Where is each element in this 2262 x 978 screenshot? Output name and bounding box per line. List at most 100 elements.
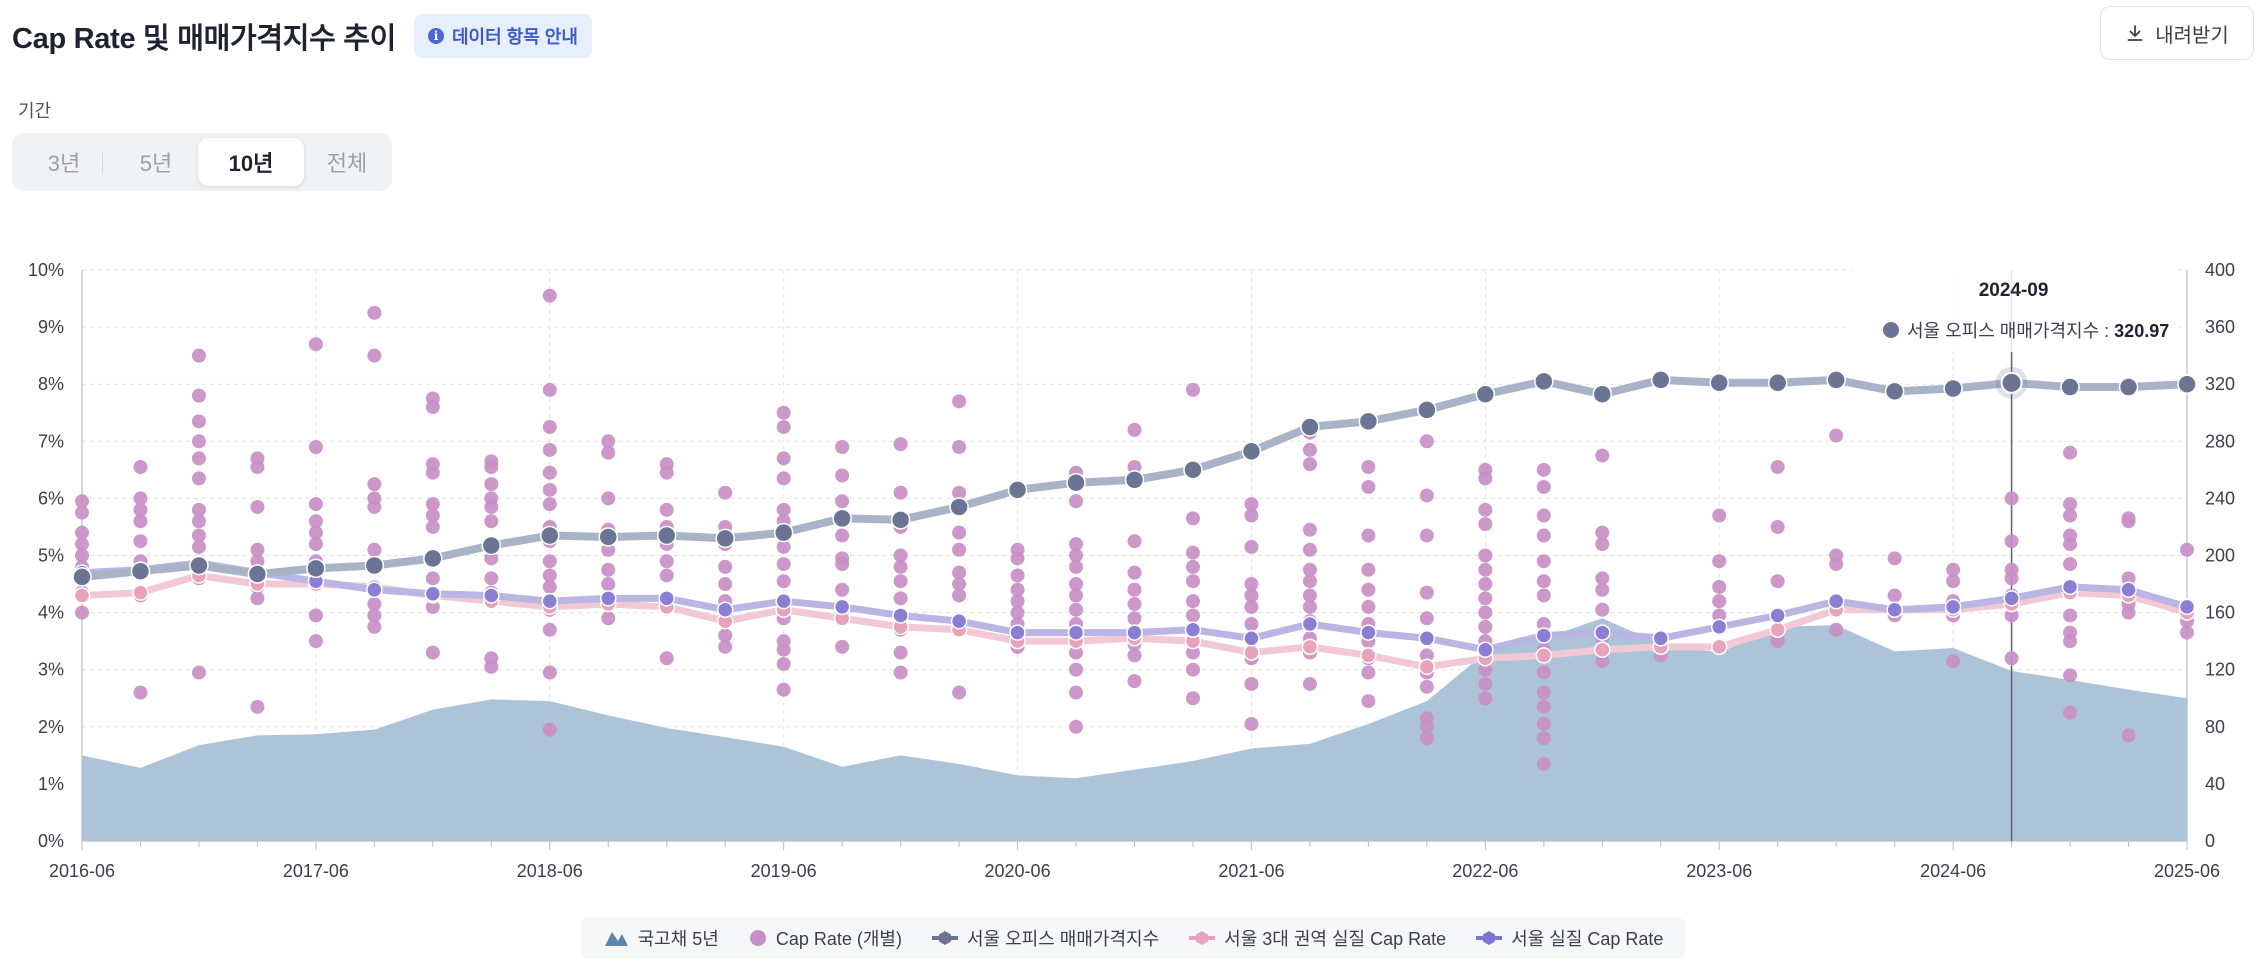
seoul-office-price-index-point <box>2118 377 2139 397</box>
chart-legend: 국고채 5년 Cap Rate (개별) 서울 오피스 매매가격지수 서울 3대… <box>581 917 1685 959</box>
seoul-office-price-index-point <box>1066 472 1086 493</box>
legend-item-big3[interactable]: 서울 3대 권역 실질 Cap Rate <box>1189 925 1446 951</box>
x-tick-label: 2023-06 <box>1686 861 1752 881</box>
cap-rate-point <box>893 548 908 563</box>
seoul-big3-cap-rate-point <box>132 584 149 601</box>
x-tick-label: 2020-06 <box>985 861 1051 881</box>
cap-rate-point <box>484 659 499 674</box>
seoul-cap-rate-point <box>1652 630 1669 647</box>
seoul-cap-rate-point <box>1827 592 1845 610</box>
period-selector: 3년 5년 10년 전체 <box>12 133 392 191</box>
cap-rate-point <box>1946 654 1961 669</box>
cap-rate-point <box>75 494 89 509</box>
cap-rate-point <box>191 665 206 680</box>
cap-rate-point <box>1069 719 1084 734</box>
y-right-tick-label: 40 <box>2205 774 2225 794</box>
cap-rate-point <box>1127 565 1142 580</box>
seoul-big3-cap-rate-point <box>1360 647 1377 664</box>
cap-rate-point <box>1069 494 1084 509</box>
period-option-all[interactable]: 전체 <box>326 151 368 176</box>
cap-rate-point <box>1185 559 1200 574</box>
cap-rate-point <box>893 485 908 500</box>
seoul-office-price-index-point <box>364 555 385 576</box>
cap-rate-point <box>1185 594 1200 609</box>
cap-rate-point <box>425 508 440 523</box>
cap-rate-point <box>1595 537 1610 552</box>
data-info-label: 데이터 항목 안내 <box>452 27 578 47</box>
cap-rate-point <box>718 485 733 500</box>
cap-rate-point <box>308 497 323 512</box>
cap-rate-point <box>1185 662 1200 677</box>
period-option-3y[interactable]: 3년 <box>47 151 81 176</box>
seoul-office-price-index-point <box>1358 411 1379 432</box>
info-icon: i <box>428 28 444 44</box>
seoul-office-price-index-point <box>2177 374 2197 394</box>
cap-rate-point <box>2121 605 2136 620</box>
cap-rate-point <box>2121 728 2136 743</box>
download-button[interactable]: 내려받기 <box>2100 6 2254 60</box>
cap-rate-point <box>367 608 382 623</box>
cap-rate-point <box>776 451 791 466</box>
cap-rate-point <box>1419 434 1434 449</box>
legend-label: 국고채 5년 <box>637 929 719 949</box>
seoul-cap-rate-point <box>424 585 442 603</box>
period-option-5y[interactable]: 5년 <box>139 151 173 176</box>
cap-rate-point <box>659 554 674 569</box>
legend-item-index[interactable]: 서울 오피스 매매가격지수 <box>931 925 1159 951</box>
data-info-button[interactable]: i 데이터 항목 안내 <box>414 14 592 58</box>
cap-rate-point <box>776 656 791 671</box>
seoul-cap-rate-point <box>1944 598 1962 616</box>
legend-item-seoul[interactable]: 서울 실질 Cap Rate <box>1476 925 1663 951</box>
cap-rate-point <box>133 514 148 529</box>
triangle-icon <box>604 932 628 946</box>
cap-rate-point <box>1595 571 1610 586</box>
period-option-10y[interactable]: 10년 <box>198 138 304 186</box>
cap-rate-point <box>1010 605 1025 620</box>
cap-rate-point <box>1302 574 1317 589</box>
cap-rate-point <box>601 434 616 449</box>
cap-rate-point <box>1185 608 1200 623</box>
cap-rate-point <box>1127 582 1142 597</box>
highlight-point <box>2000 371 2023 394</box>
cap-rate-point <box>250 591 265 606</box>
legend-item-cap-rate[interactable]: Cap Rate (개별) <box>749 925 902 951</box>
cap-rate-point <box>776 574 791 589</box>
cap-rate-point <box>952 588 967 603</box>
cap-rate-point <box>1478 691 1493 706</box>
cap-rate-point <box>1887 588 1902 603</box>
seoul-office-price-index-point <box>306 558 326 579</box>
cap-rate-point <box>1712 608 1727 623</box>
cap-rate-point <box>2004 571 2019 586</box>
cap-rate-point <box>250 554 265 569</box>
cap-rate-point <box>1244 497 1259 512</box>
cap-rate-point <box>1712 579 1727 594</box>
seoul-cap-rate-point <box>1126 624 1143 641</box>
legend-item-treasury[interactable]: 국고채 5년 <box>603 925 719 951</box>
cap-rate-point <box>1361 694 1376 709</box>
cap-rate-point <box>542 482 557 497</box>
cap-rate-point <box>191 471 206 486</box>
cap-rate-point <box>1419 731 1434 746</box>
seoul-office-price-index-point <box>2060 377 2080 397</box>
seoul-office-price-index-point <box>540 525 560 546</box>
cap-rate-point <box>2063 497 2078 512</box>
cap-rate-point <box>133 491 148 506</box>
seoul-office-price-index-point <box>1767 373 1788 393</box>
seoul-office-price-index-point <box>1300 417 1320 437</box>
cap-rate-point <box>893 645 908 660</box>
y-right-tick-label: 80 <box>2205 717 2225 737</box>
cap-rate-point <box>776 502 791 517</box>
seoul-cap-rate-point <box>1710 618 1728 636</box>
cap-rate-point <box>893 591 908 606</box>
cap-rate-point <box>1127 597 1142 612</box>
seoul-office-price-index-point <box>1534 371 1554 392</box>
x-tick-label: 2021-06 <box>1218 861 1284 881</box>
seoul-big3-cap-rate-point <box>1418 658 1436 676</box>
cap-rate-point <box>1946 574 1961 589</box>
y-right-tick-label: 160 <box>2205 603 2235 623</box>
seoul-cap-rate-point <box>658 590 675 607</box>
cap-rate-point <box>1829 428 1844 443</box>
cap-rate-point <box>1069 685 1084 700</box>
cap-rate-point <box>308 608 323 623</box>
cap-rate-point <box>1946 562 1961 577</box>
